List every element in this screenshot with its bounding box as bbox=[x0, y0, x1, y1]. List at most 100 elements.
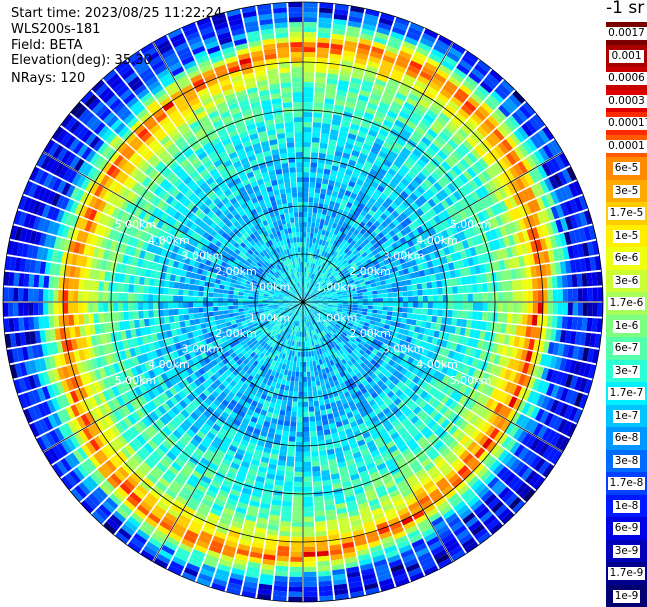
beta-cell bbox=[337, 303, 343, 307]
beta-cell bbox=[392, 297, 398, 302]
beta-cell bbox=[530, 326, 537, 338]
beta-cell bbox=[442, 127, 453, 138]
beta-cell bbox=[567, 302, 573, 316]
beta-cell bbox=[293, 391, 298, 397]
beta-cell bbox=[545, 328, 552, 341]
beta-cell bbox=[393, 159, 403, 169]
beta-cell bbox=[550, 450, 563, 465]
beta-cell bbox=[303, 262, 305, 267]
beta-cell bbox=[389, 336, 397, 343]
beta-cell bbox=[332, 293, 338, 296]
beta-cell bbox=[314, 510, 325, 517]
beta-cell bbox=[480, 361, 489, 372]
beta-cell bbox=[522, 203, 532, 216]
beta-cell bbox=[303, 551, 316, 557]
beta-cell bbox=[387, 256, 395, 264]
beta-cell bbox=[382, 201, 390, 209]
beta-cell bbox=[312, 303, 318, 306]
beta-cell bbox=[405, 318, 412, 325]
beta-cell bbox=[422, 308, 428, 315]
beta-cell bbox=[517, 430, 528, 443]
beta-cell bbox=[461, 319, 467, 328]
beta-cell bbox=[591, 272, 598, 286]
beta-cell bbox=[386, 205, 395, 214]
beta-cell bbox=[342, 55, 355, 63]
beta-cell bbox=[530, 266, 537, 278]
beta-cell bbox=[334, 3, 349, 11]
beta-cell bbox=[353, 321, 359, 327]
beta-cell bbox=[498, 355, 506, 367]
beta-cell bbox=[525, 350, 533, 363]
beta-cell bbox=[311, 152, 319, 158]
beta-cell bbox=[498, 187, 508, 200]
beta-cell bbox=[555, 204, 565, 218]
beta-cell bbox=[350, 176, 358, 184]
beta-cell bbox=[345, 327, 351, 332]
beta-cell bbox=[457, 353, 465, 363]
beta-cell bbox=[539, 410, 550, 424]
beta-cell bbox=[322, 246, 328, 252]
beta-cell bbox=[307, 288, 310, 294]
beta-cell bbox=[303, 451, 311, 457]
beta-cell bbox=[382, 92, 394, 101]
beta-cell bbox=[521, 279, 528, 290]
beta-cell bbox=[300, 326, 302, 332]
beta-cell bbox=[311, 242, 316, 249]
beta-cell bbox=[574, 376, 583, 391]
beta-cell bbox=[367, 327, 373, 333]
beta-cell bbox=[303, 47, 316, 53]
beta-cell bbox=[513, 427, 524, 441]
beta-cell bbox=[303, 237, 307, 243]
beta-cell bbox=[414, 198, 424, 208]
beta-cell bbox=[392, 218, 400, 227]
beta-cell bbox=[505, 97, 518, 111]
beta-cell bbox=[344, 206, 351, 213]
beta-cell bbox=[403, 73, 416, 84]
beta-cell bbox=[373, 325, 379, 331]
beta-cell bbox=[330, 244, 336, 250]
beta-cell bbox=[312, 303, 318, 305]
beta-cell bbox=[319, 266, 323, 272]
beta-cell bbox=[293, 486, 303, 492]
beta-cell bbox=[317, 32, 331, 39]
beta-cell bbox=[331, 278, 337, 283]
beta-cell bbox=[420, 363, 428, 372]
beta-cell bbox=[311, 285, 315, 290]
beta-cell bbox=[452, 261, 460, 270]
beta-cell bbox=[352, 307, 358, 311]
beta-cell bbox=[427, 288, 433, 296]
beta-cell bbox=[360, 209, 368, 217]
beta-cell bbox=[408, 364, 416, 373]
beta-cell bbox=[512, 233, 521, 245]
beta-cell bbox=[504, 169, 515, 182]
beta-cell bbox=[559, 330, 567, 343]
beta-cell bbox=[557, 302, 563, 315]
beta-cell bbox=[329, 174, 337, 182]
beta-cell bbox=[316, 293, 322, 297]
beta-cell bbox=[353, 236, 360, 243]
beta-cell bbox=[282, 496, 293, 502]
beta-cell bbox=[545, 397, 555, 411]
beta-cell bbox=[307, 299, 313, 301]
beta-cell bbox=[303, 197, 309, 203]
beta-cell bbox=[307, 217, 312, 223]
beta-cell bbox=[303, 496, 313, 502]
beta-cell bbox=[335, 241, 341, 248]
beta-cell bbox=[342, 297, 348, 300]
beta-cell bbox=[350, 327, 357, 332]
beta-cell bbox=[370, 342, 377, 349]
beta-cell bbox=[371, 329, 378, 335]
beta-cell bbox=[327, 73, 339, 80]
beta-cell bbox=[544, 354, 553, 368]
beta-cell bbox=[325, 93, 336, 100]
beta-cell bbox=[406, 31, 421, 42]
beta-cell bbox=[447, 310, 453, 318]
beta-cell bbox=[444, 157, 455, 168]
beta-cell bbox=[441, 161, 452, 172]
beta-cell bbox=[312, 471, 321, 477]
beta-cell bbox=[326, 149, 335, 156]
beta-cell bbox=[444, 237, 453, 246]
beta-cell bbox=[337, 307, 343, 311]
beta-cell bbox=[530, 184, 541, 198]
beta-cell bbox=[377, 310, 383, 315]
